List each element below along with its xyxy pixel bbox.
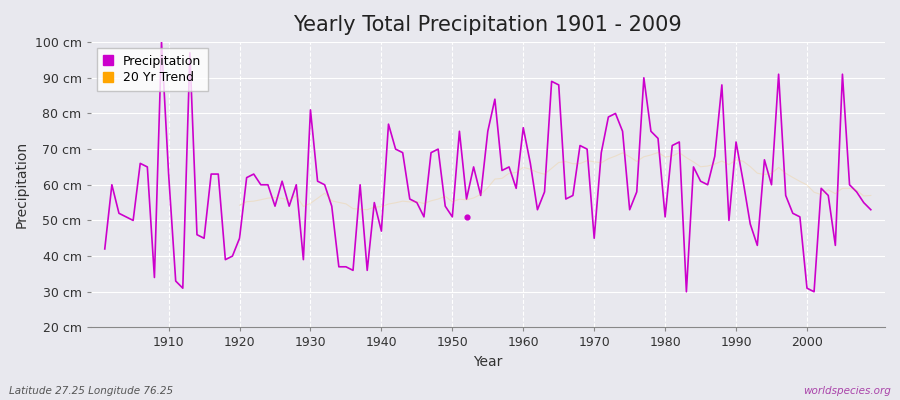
20 Yr Trend	[866, 193, 877, 198]
20 Yr Trend	[851, 188, 862, 192]
Line: Precipitation: Precipitation	[104, 42, 871, 292]
Precipitation	[156, 40, 166, 44]
Precipitation	[163, 172, 174, 176]
20 Yr Trend	[320, 191, 330, 196]
Text: Latitude 27.25 Longitude 76.25: Latitude 27.25 Longitude 76.25	[9, 386, 173, 396]
20 Yr Trend	[688, 160, 699, 164]
20 Yr Trend	[234, 203, 245, 208]
Line: 20 Yr Trend: 20 Yr Trend	[239, 152, 871, 210]
20 Yr Trend	[788, 175, 798, 180]
20 Yr Trend	[362, 207, 373, 212]
Precipitation	[362, 268, 373, 273]
Precipitation	[681, 289, 692, 294]
Precipitation	[99, 246, 110, 251]
Precipitation	[866, 207, 877, 212]
Point	[459, 214, 473, 220]
Precipitation	[525, 161, 535, 166]
20 Yr Trend	[652, 150, 663, 155]
Legend: Precipitation, 20 Yr Trend: Precipitation, 20 Yr Trend	[97, 48, 208, 91]
20 Yr Trend	[773, 165, 784, 170]
Precipitation	[518, 125, 528, 130]
X-axis label: Year: Year	[473, 355, 502, 369]
Precipitation	[610, 111, 621, 116]
Y-axis label: Precipitation: Precipitation	[15, 141, 29, 228]
Text: worldspecies.org: worldspecies.org	[803, 386, 891, 396]
20 Yr Trend	[433, 197, 444, 202]
Precipitation	[320, 182, 330, 187]
Title: Yearly Total Precipitation 1901 - 2009: Yearly Total Precipitation 1901 - 2009	[293, 15, 682, 35]
